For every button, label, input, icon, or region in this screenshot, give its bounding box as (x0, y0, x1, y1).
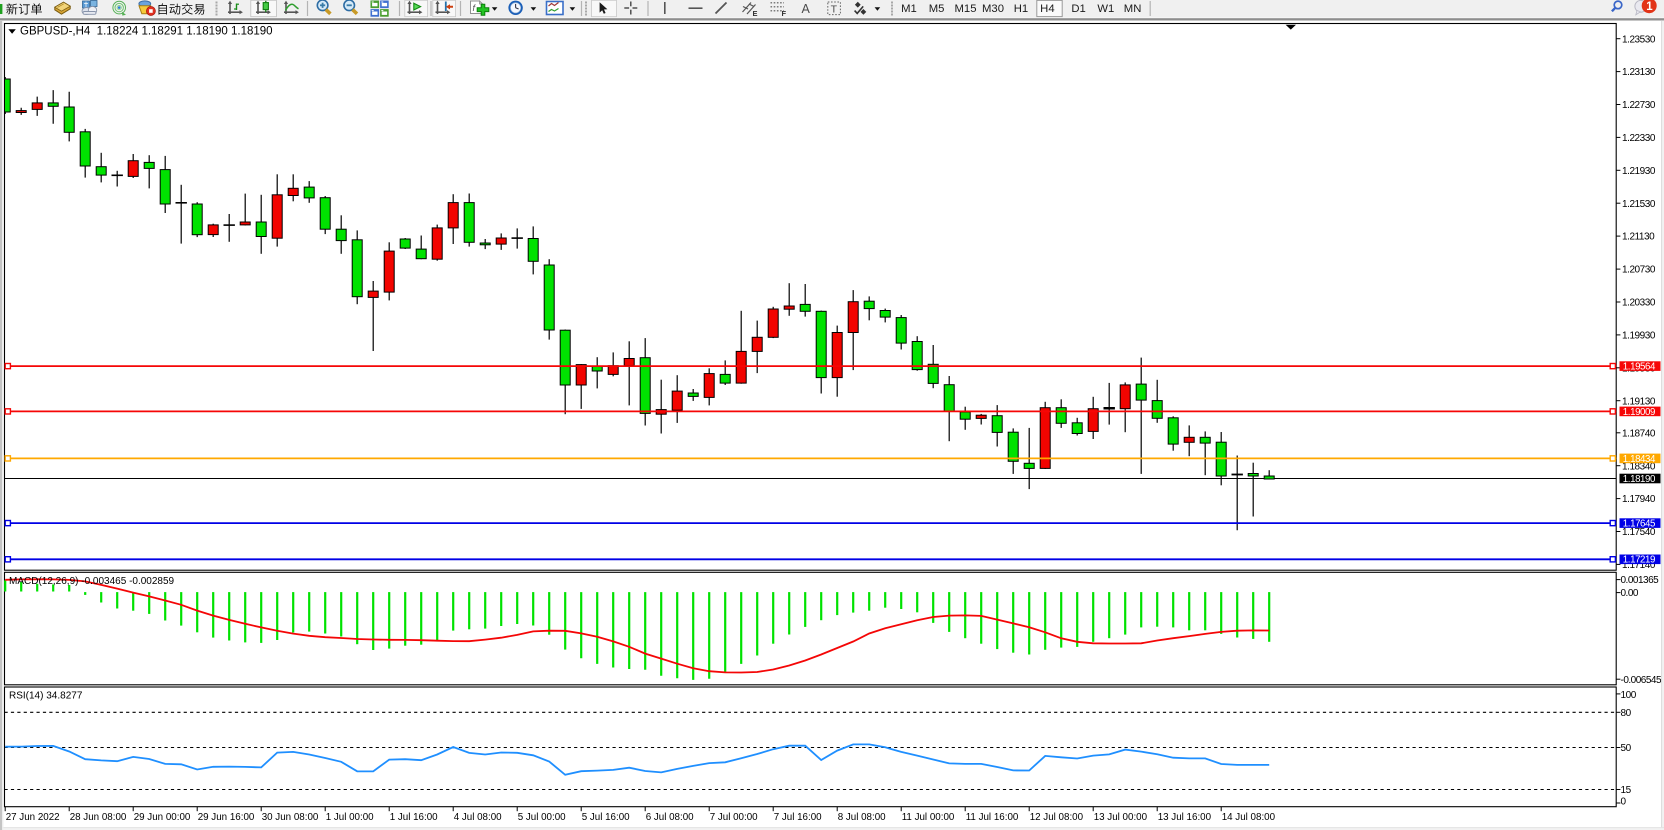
svg-text:RSI(14) 34.8277: RSI(14) 34.8277 (9, 691, 83, 702)
svg-text:4 Jul 08:00: 4 Jul 08:00 (454, 812, 502, 823)
svg-text:5 Jul 16:00: 5 Jul 16:00 (582, 812, 630, 823)
svg-text:5 Jul 00:00: 5 Jul 00:00 (518, 812, 566, 823)
svg-text:GBPUSD-,H4 1.18224 1.18291 1.: GBPUSD-,H4 1.18224 1.18291 1.18190 1.181… (20, 26, 273, 38)
svg-text:0.00: 0.00 (1621, 588, 1639, 599)
svg-text:1.19130: 1.19130 (1622, 396, 1656, 407)
svg-text:1.23530: 1.23530 (1622, 34, 1656, 45)
svg-text:1.22330: 1.22330 (1622, 133, 1656, 144)
svg-text:100: 100 (1621, 690, 1637, 701)
svg-text:29 Jun 00:00: 29 Jun 00:00 (134, 812, 191, 823)
svg-text:M30: M30 (982, 3, 1004, 15)
svg-text:1 Jul 00:00: 1 Jul 00:00 (326, 812, 374, 823)
svg-text:D1: D1 (1071, 3, 1085, 15)
svg-text:1.19009: 1.19009 (1623, 407, 1655, 418)
svg-text:1.18190: 1.18190 (1623, 474, 1656, 485)
svg-text:-0.006545: -0.006545 (1621, 675, 1662, 686)
svg-text:M15: M15 (955, 3, 977, 15)
svg-text:80: 80 (1621, 708, 1632, 719)
svg-text:14 Jul 08:00: 14 Jul 08:00 (1222, 812, 1276, 823)
svg-text:12 Jul 08:00: 12 Jul 08:00 (1030, 812, 1084, 823)
svg-text:M1: M1 (901, 3, 917, 15)
svg-text:1.17645: 1.17645 (1623, 519, 1655, 530)
svg-text:1.22730: 1.22730 (1622, 100, 1656, 111)
svg-text:MACD(12,26,9) -0.003465 -0.002: MACD(12,26,9) -0.003465 -0.002859 (9, 576, 175, 587)
svg-text:f: f (473, 3, 477, 13)
svg-text:1.20730: 1.20730 (1622, 265, 1656, 276)
svg-text:0.001365: 0.001365 (1621, 575, 1660, 586)
svg-text:1.17140: 1.17140 (1622, 560, 1656, 571)
svg-text:1 Jul 16:00: 1 Jul 16:00 (390, 812, 438, 823)
svg-text:1.18434: 1.18434 (1623, 454, 1656, 465)
svg-text:7 Jul 16:00: 7 Jul 16:00 (774, 812, 822, 823)
svg-text:11 Jul 00:00: 11 Jul 00:00 (902, 812, 955, 823)
svg-text:27 Jun 2022: 27 Jun 2022 (6, 812, 60, 823)
svg-text:H1: H1 (1014, 3, 1028, 15)
svg-text:50: 50 (1621, 743, 1632, 754)
svg-text:E: E (753, 9, 758, 18)
svg-text:29 Jun 16:00: 29 Jun 16:00 (198, 812, 255, 823)
svg-text:1: 1 (1646, 1, 1653, 13)
svg-text:1.21930: 1.21930 (1622, 166, 1656, 177)
svg-text:1.17540: 1.17540 (1622, 527, 1656, 538)
svg-text:8 Jul 08:00: 8 Jul 08:00 (838, 812, 886, 823)
svg-text:1.17219: 1.17219 (1623, 555, 1655, 566)
svg-text:1.17940: 1.17940 (1622, 494, 1656, 505)
svg-text:1.19930: 1.19930 (1622, 331, 1656, 342)
svg-text:13 Jul 16:00: 13 Jul 16:00 (1158, 812, 1212, 823)
svg-text:7 Jul 00:00: 7 Jul 00:00 (710, 812, 758, 823)
svg-text:15: 15 (1621, 785, 1632, 796)
svg-text:1.19564: 1.19564 (1623, 362, 1656, 373)
svg-text:T: T (831, 4, 838, 16)
svg-text:W1: W1 (1097, 3, 1114, 15)
svg-text:H4: H4 (1040, 3, 1054, 15)
svg-text:1.23130: 1.23130 (1622, 67, 1656, 78)
svg-text:0: 0 (1621, 797, 1627, 808)
svg-text:6 Jul 08:00: 6 Jul 08:00 (646, 812, 694, 823)
svg-text:1.21130: 1.21130 (1622, 232, 1655, 243)
svg-text:11 Jul 16:00: 11 Jul 16:00 (966, 812, 1019, 823)
svg-text:13 Jul 00:00: 13 Jul 00:00 (1094, 812, 1148, 823)
svg-text:30 Jun 08:00: 30 Jun 08:00 (262, 812, 319, 823)
svg-text:1.18740: 1.18740 (1622, 428, 1656, 439)
svg-text:M5: M5 (929, 3, 945, 15)
svg-text:A: A (802, 2, 811, 16)
svg-text:F: F (782, 9, 787, 18)
svg-text:MN: MN (1124, 3, 1142, 15)
svg-text:28 Jun 08:00: 28 Jun 08:00 (70, 812, 127, 823)
svg-text:1.21530: 1.21530 (1622, 199, 1656, 210)
svg-text:1.20330: 1.20330 (1622, 298, 1656, 309)
svg-text:1.18340: 1.18340 (1622, 461, 1656, 472)
